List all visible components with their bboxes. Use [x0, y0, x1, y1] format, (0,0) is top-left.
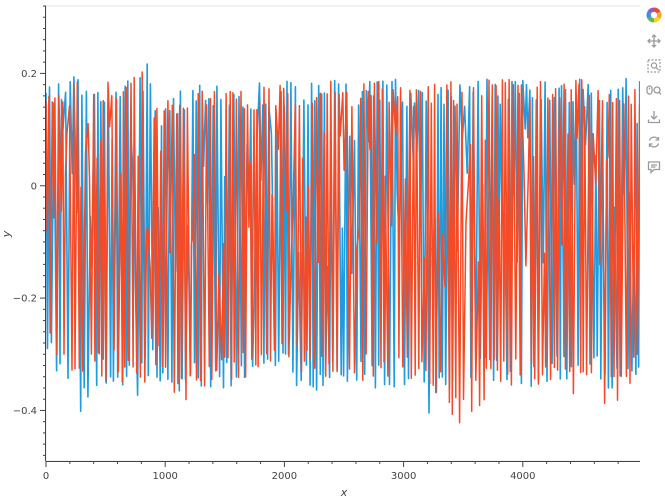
x-tick-label: 4000: [510, 471, 535, 482]
x-tick-label: 0: [43, 471, 49, 482]
line-chart: 0 1000 2000 3000 4000 0.2 0 −0.2 −0.4 x y: [0, 5, 640, 499]
pan-icon[interactable]: [645, 32, 663, 50]
wheel-zoom-icon[interactable]: [645, 82, 663, 100]
chart-toolbar: [643, 4, 665, 194]
y-tick-label: −0.4: [13, 406, 37, 417]
y-axis-ticks: 0.2 0 −0.2 −0.4: [13, 5, 46, 456]
y-tick-label: 0: [31, 181, 37, 192]
x-tick-label: 3000: [391, 471, 416, 482]
x-tick-label: 1000: [152, 471, 177, 482]
box-zoom-icon[interactable]: [645, 57, 663, 75]
save-icon[interactable]: [645, 108, 663, 126]
reset-icon[interactable]: [645, 133, 663, 151]
series-layer: [45, 63, 640, 424]
x-axis-ticks: 0 1000 2000 3000 4000: [43, 461, 619, 482]
y-axis-title: y: [0, 230, 13, 238]
series-line-2: [45, 71, 640, 424]
y-tick-label: −0.2: [13, 294, 37, 305]
bokeh-logo-icon[interactable]: [645, 6, 663, 24]
y-tick-label: 0.2: [21, 69, 37, 80]
x-tick-label: 2000: [272, 471, 297, 482]
x-axis-title: x: [340, 486, 348, 499]
hover-icon[interactable]: [645, 158, 663, 176]
